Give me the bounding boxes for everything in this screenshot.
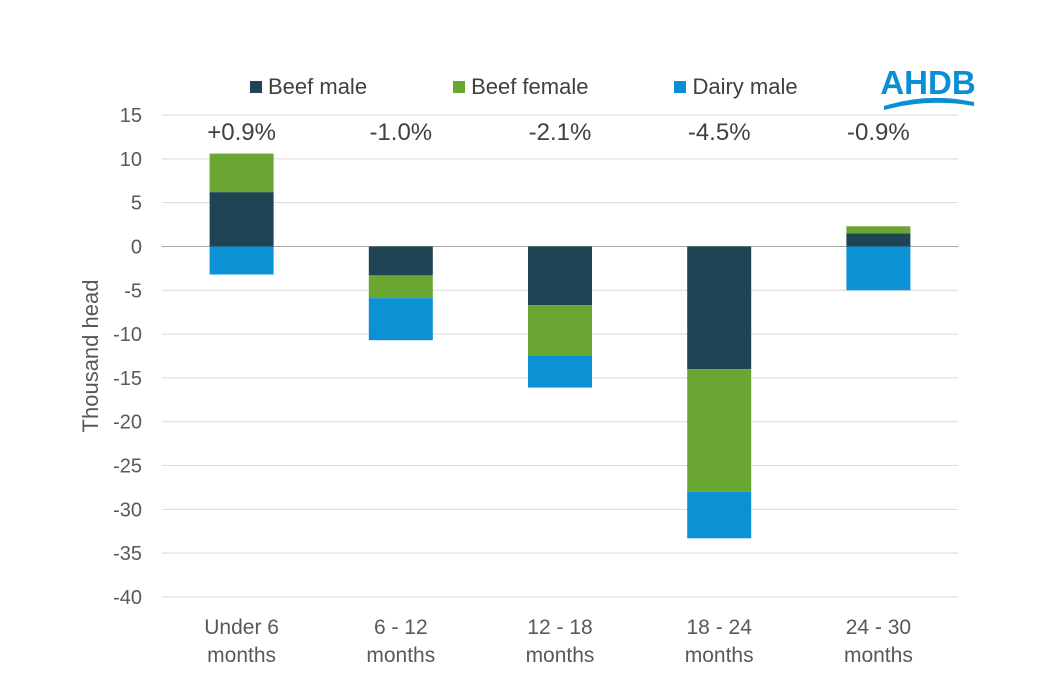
x-tick-label: months <box>366 644 435 667</box>
x-tick-label: months <box>685 644 754 667</box>
logo-text: AHDB <box>880 64 975 101</box>
legend-label-dairy-male: Dairy male <box>692 74 798 99</box>
legend-item-dairy-male: Dairy male <box>674 74 798 100</box>
y-tick-label: 10 <box>120 149 142 171</box>
bar-dairy-male-1 <box>209 246 274 275</box>
y-axis-label: Thousand head <box>78 280 103 433</box>
x-tick-label: months <box>526 644 595 667</box>
bar-beef-female-1 <box>209 153 274 193</box>
bar-beef-male-4 <box>687 246 752 370</box>
y-tick-label: -35 <box>113 543 142 565</box>
bar-beef-female-2 <box>368 275 433 299</box>
x-tick-label: months <box>207 644 276 667</box>
y-tick-label: 15 <box>120 105 142 127</box>
y-tick-label: -20 <box>113 412 142 434</box>
bar-dairy-male-5 <box>846 246 911 291</box>
percent-change-label: +0.9% <box>207 119 276 146</box>
y-tick-label: -30 <box>113 499 142 521</box>
legend-swatch-beef-female <box>453 81 466 93</box>
legend-label-beef-male: Beef male <box>268 74 368 99</box>
ahdb-logo: AHDB <box>880 64 976 110</box>
y-tick-label: -25 <box>113 456 142 478</box>
y-tick-label: -10 <box>113 324 142 346</box>
x-tick-label: months <box>844 644 913 667</box>
legend-swatch-dairy-male <box>674 81 687 93</box>
bar-dairy-male-4 <box>687 491 752 539</box>
legend-swatch-beef-male <box>250 81 262 93</box>
y-tick-label: 0 <box>131 236 142 258</box>
bar-beef-female-3 <box>528 305 592 356</box>
bar-beef-male-3 <box>528 246 592 306</box>
legend-label-beef-female: Beef female <box>471 74 589 99</box>
percent-change-label: -2.1% <box>529 119 592 146</box>
percent-change-label: -0.9% <box>847 119 910 146</box>
bar-beef-female-5 <box>846 226 911 234</box>
bar-beef-female-4 <box>687 369 752 492</box>
percent-change-label: -1.0% <box>369 119 432 146</box>
x-tick-label: 18 - 24 <box>687 616 753 639</box>
logo-swoosh <box>884 97 974 110</box>
chart-legend: Beef male Beef female Dairy male <box>250 74 798 100</box>
x-tick-label: Under 6 <box>204 616 279 639</box>
percent-change-label: -4.5% <box>688 119 751 146</box>
y-tick-label: -15 <box>113 368 142 390</box>
legend-item-beef-male: Beef male <box>250 74 367 100</box>
y-tick-label: -40 <box>113 587 142 609</box>
x-tick-label: 12 - 18 <box>527 616 592 639</box>
bar-dairy-male-2 <box>368 298 433 341</box>
x-tick-label: 24 - 30 <box>846 616 911 639</box>
bar-dairy-male-3 <box>528 356 592 388</box>
x-tick-label: 6 - 12 <box>374 616 428 639</box>
bar-beef-male-5 <box>846 233 911 247</box>
legend-item-beef-female: Beef female <box>453 74 588 100</box>
bar-beef-male-2 <box>368 246 433 276</box>
bar-beef-male-1 <box>209 192 274 247</box>
y-tick-label: -5 <box>124 280 142 302</box>
y-tick-label: 5 <box>131 193 142 215</box>
